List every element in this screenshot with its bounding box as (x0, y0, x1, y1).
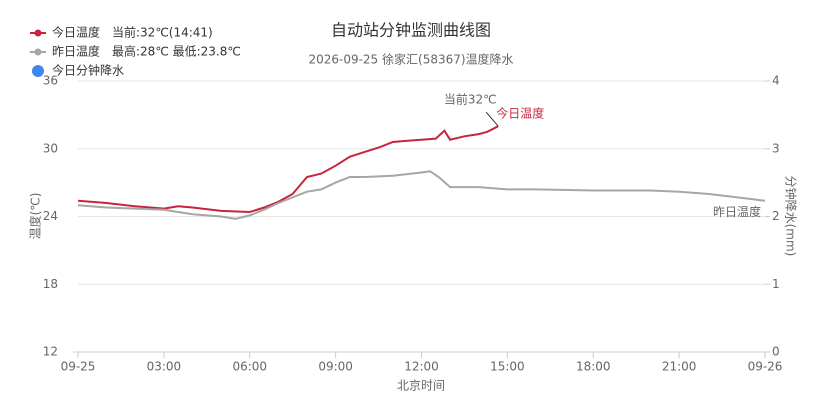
y-tick-label: 36 (43, 74, 58, 88)
y2-tick-label: 2 (772, 209, 780, 223)
legend-label[interactable]: 昨日温度 (52, 44, 100, 59)
x-axis-title: 北京时间 (397, 379, 445, 393)
y2-tick-label: 3 (772, 141, 780, 155)
x-tick-label: 09:00 (318, 360, 353, 374)
x-tick-label: 18:00 (576, 360, 611, 374)
x-tick-label: 12:00 (404, 360, 439, 374)
y2-axis-title: 分钟降水(mm) (784, 176, 799, 257)
x-tick-label: 09-26 (748, 360, 783, 374)
legend-label[interactable]: 今日分钟降水 (52, 63, 124, 78)
legend-marker (32, 65, 44, 77)
x-tick-label: 03:00 (147, 360, 182, 374)
legend-note: 当前:32℃(14:41) (112, 25, 213, 40)
y-tick-label: 12 (43, 345, 58, 359)
y-axis-title: 温度(℃) (28, 193, 43, 240)
annotation-pointer (485, 111, 499, 127)
x-tick-label: 09-25 (61, 360, 96, 374)
legend-marker (34, 29, 42, 37)
legend-marker (34, 48, 42, 56)
series-line (77, 170, 766, 220)
y2-tick-label: 1 (772, 277, 780, 291)
annotation: 当前32℃ (444, 92, 497, 107)
x-tick-label: 06:00 (232, 360, 267, 374)
x-tick-label: 15:00 (490, 360, 525, 374)
series-line (77, 125, 499, 214)
x-tick-label: 21:00 (662, 360, 697, 374)
y-tick-label: 18 (43, 277, 58, 291)
series-end-label: 今日温度 (496, 106, 544, 121)
y2-tick-label: 0 (772, 345, 780, 359)
legend-note: 最高:28℃ 最低:23.8℃ (112, 44, 241, 59)
y-tick-label: 30 (43, 141, 58, 155)
chart-subtitle: 2026-09-25 徐家汇(58367)温度降水 (308, 52, 513, 67)
legend-label[interactable]: 今日温度 (52, 25, 100, 40)
y-tick-label: 24 (43, 209, 58, 223)
series-end-label: 昨日温度 (713, 204, 761, 219)
y2-tick-label: 4 (772, 74, 780, 88)
chart-title: 自动站分钟监测曲线图 (331, 21, 491, 40)
